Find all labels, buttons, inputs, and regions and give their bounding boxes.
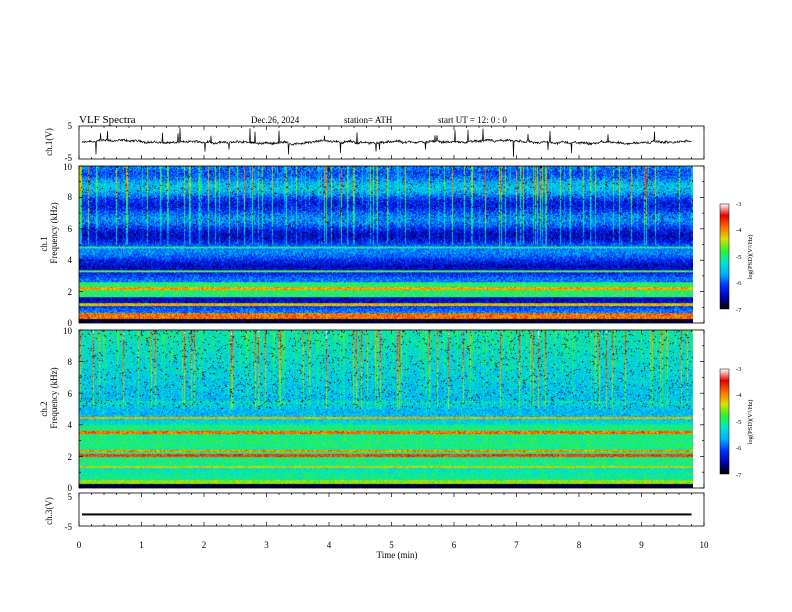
ch1-ytick-bottom: -5: [65, 153, 73, 163]
ch1-ytick-8: 8: [68, 192, 73, 202]
ch1-colorbar-tick-m5: -5: [736, 254, 741, 261]
ch2-ytick-6: 6: [68, 389, 73, 399]
ch2-spectrogram-ylabel: Frequency (kHz): [49, 367, 59, 428]
ch2-colorbar-tick-m7: -7: [736, 472, 742, 479]
start-ut-label: start UT = 12: 0 : 0: [438, 115, 507, 125]
ch1-ytick-top: 5: [68, 121, 73, 131]
ch1-spectrogram-channel-label: ch.1: [39, 236, 49, 251]
ch3-waveform-ticks: [78, 493, 705, 526]
time-axis-tick-10: 10: [700, 540, 710, 550]
ch3-waveform-line: [81, 513, 692, 516]
time-axis-tick-5: 5: [389, 540, 394, 550]
ch2-ytick-0: 0: [68, 483, 73, 493]
ch3-ytick-bottom: -5: [65, 522, 73, 532]
ch1-ytick-0: 0: [68, 318, 73, 328]
ch1-spectrogram-image: [79, 166, 693, 323]
station-label: station= ATH: [344, 115, 393, 125]
ch2-colorbar-tick-m3: -3: [736, 366, 741, 373]
ch2-colorbar-tick-m6: -6: [736, 445, 742, 452]
ch3-waveform-panel: 5 -5 ch.3(V) 0 1 2 3 4 5 6 7 8 9 10 Time (min): [44, 492, 709, 560]
ch1-spectrogram-ylabel: Frequency (kHz): [49, 202, 59, 263]
ch1-colorbar-tick-m6: -6: [736, 280, 742, 287]
ch1-colorbar-tick-m7: -7: [736, 307, 742, 314]
time-axis-label: Time (min): [377, 550, 418, 560]
ch2-spectrogram-ticks: [78, 329, 705, 489]
chart-title: VLF Spectra: [79, 114, 136, 126]
date-label: Dec.26, 2024: [251, 115, 300, 125]
time-axis-tick-2: 2: [202, 540, 207, 550]
ch2-ytick-4: 4: [68, 420, 73, 430]
time-axis-tick-7: 7: [514, 540, 519, 550]
ch2-colorbar-tick-m5: -5: [736, 419, 741, 426]
ch3-waveform-frame: [78, 492, 705, 527]
time-axis-tick-9: 9: [639, 540, 644, 550]
ch2-colorbar-label: log(PSD)(V²/Hz): [747, 400, 754, 445]
time-axis-tick-0: 0: [77, 540, 82, 550]
ch2-colorbar-tick-m4: -4: [736, 392, 742, 399]
ch2-spectrogram-channel-label: ch.2: [39, 401, 49, 416]
ch1-spectrogram-ticks: [78, 165, 705, 324]
ch1-ytick-6: 6: [68, 224, 73, 234]
ch1-colorbar-label: log(PSD)(V²/Hz): [747, 235, 754, 280]
ch1-ytick-10: 10: [63, 162, 73, 172]
ch2-spectrogram-image: [79, 330, 693, 488]
time-axis-tick-1: 1: [139, 540, 144, 550]
ch2-spectrogram-panel: 0 2 4 6 8 10 ch.2 Frequency (kHz) -3 -4 …: [39, 326, 754, 493]
ch2-ytick-8: 8: [68, 357, 73, 367]
ch1-colorbar-tick-m3: -3: [736, 201, 741, 208]
ch1-waveform-panel: 5 -5 ch.1(V): [44, 121, 705, 163]
ch2-ytick-10: 10: [63, 326, 73, 336]
ch2-ytick-2: 2: [68, 452, 73, 462]
ch1-ytick-4: 4: [68, 255, 73, 265]
time-axis-tick-labels: 0 1 2 3 4 5 6 7 8 9 10: [77, 540, 709, 550]
time-axis-tick-4: 4: [327, 540, 332, 550]
ch1-colorbar: [719, 203, 730, 310]
ch3-waveform-ylabel: ch.3(V): [44, 497, 54, 525]
time-axis-tick-6: 6: [452, 540, 457, 550]
ch2-colorbar: [719, 368, 730, 475]
ch1-ytick-2: 2: [68, 287, 73, 297]
ch1-spectrogram-panel: 0 2 4 6 8 10 ch.1 Frequency (kHz) -3 -4 …: [39, 162, 754, 328]
ch3-ytick-top: 5: [68, 492, 73, 502]
ch1-waveform-ticks: [78, 126, 705, 159]
ch1-waveform-ylabel: ch.1(V): [44, 128, 54, 156]
ch1-colorbar-tick-m4: -4: [736, 227, 742, 234]
ch1-waveform-line: [81, 127, 692, 158]
time-axis-tick-8: 8: [577, 540, 582, 550]
time-axis-tick-3: 3: [264, 540, 269, 550]
